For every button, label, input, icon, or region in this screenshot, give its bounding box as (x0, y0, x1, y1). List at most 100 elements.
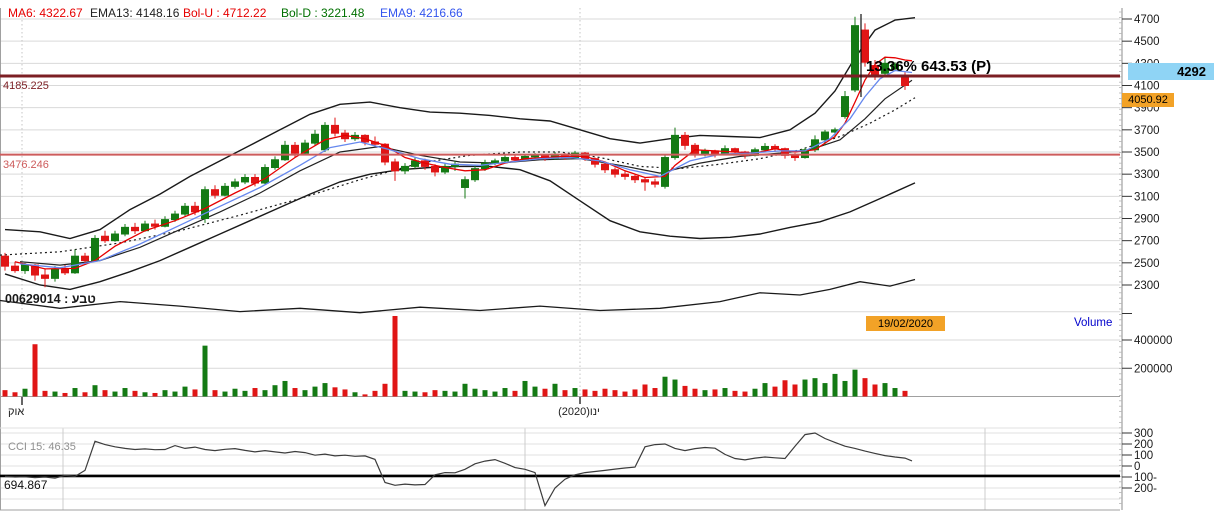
candle-body (311, 133, 319, 144)
volume-bar (612, 390, 618, 397)
volume-bar (692, 388, 698, 397)
volume-bar (62, 392, 68, 397)
volume-bar (892, 388, 898, 397)
volume-bar (132, 390, 138, 397)
volume-bar (42, 390, 48, 397)
cci-line (4, 432, 913, 508)
price-tick-label: 4500 (1134, 36, 1160, 48)
volume-bar (192, 389, 198, 397)
candle-body (441, 165, 449, 173)
alert-line-label-3476[interactable]: 3476.246 (3, 159, 49, 171)
candle-body (511, 157, 519, 161)
volume-panel-label: Volume (1074, 317, 1113, 329)
volume-bar (172, 391, 178, 397)
alert-line-label-4185[interactable]: 4185.225 (3, 80, 49, 92)
volume-bar (372, 390, 378, 397)
volume-bar (72, 388, 78, 397)
volume-bar (122, 388, 128, 397)
legend-ema9-text: EMA9: 4216.66 (380, 6, 463, 20)
volume-bar (482, 390, 488, 397)
volume-bar (422, 392, 428, 397)
candle-body (171, 213, 179, 221)
candle-body (601, 163, 609, 171)
candle-body (211, 189, 219, 196)
change-annotation: 13.36% 643.53 (P) (866, 58, 992, 75)
series-MA6 (14, 56, 913, 270)
volume-bar (292, 388, 298, 397)
legend-item-bold: Bol-D : 3221.48 (281, 4, 364, 22)
volume-bar (252, 388, 258, 397)
x-axis-label-jan2020: ינו(2020) (558, 406, 600, 418)
volume-bar (282, 380, 288, 397)
volume-bar (512, 390, 518, 397)
price-tick-label: 3300 (1134, 169, 1160, 181)
volume-bar (532, 386, 538, 397)
volume-bar (202, 345, 208, 397)
date-badge: 19/02/2020 (866, 316, 945, 331)
volume-bar (392, 315, 398, 397)
volume-bar (182, 386, 188, 397)
volume-bar (832, 373, 838, 397)
series-lower-band-far (0, 278, 916, 314)
candle-body (761, 145, 769, 151)
volume-bar (542, 388, 548, 397)
candle-body (501, 157, 509, 162)
cci-tick-label: 100- (1134, 472, 1157, 484)
candle-body (901, 77, 909, 87)
volume-bar (472, 388, 478, 397)
candle-body (291, 144, 299, 154)
volume-bar (552, 383, 558, 397)
volume-bar (662, 376, 668, 397)
x-axis-label-oct: אוק (8, 406, 25, 418)
volume-bar (452, 391, 458, 397)
price-tick-label: 3500 (1134, 147, 1160, 159)
candle-body (851, 25, 859, 91)
cci-tick-label: 100 (1134, 450, 1153, 462)
candle-body (51, 268, 59, 279)
price-tick-label: 2500 (1134, 258, 1160, 270)
volume-bar (582, 389, 588, 397)
legend-ma6-text: MA6: 4322.67 (8, 6, 83, 20)
volume-bar (802, 379, 808, 397)
volume-bar (642, 384, 648, 397)
candle-body (681, 134, 689, 146)
volume-bar (102, 390, 108, 397)
volume-bar (682, 385, 688, 397)
candle-body (261, 167, 269, 184)
candle-body (61, 268, 69, 274)
volume-bar (792, 384, 798, 397)
cci-panel-label: CCI 15: 46.35 (8, 441, 76, 453)
legend-item-ema9: EMA9: 4216.66 (380, 4, 463, 22)
legend-item-bolu: Bol-U : 4712.22 (183, 4, 266, 22)
volume-bar (562, 390, 568, 397)
candle-body (821, 131, 829, 141)
volume-bar (382, 383, 388, 397)
candle-body (81, 255, 89, 262)
candle-body (21, 264, 29, 272)
legend-item-ema13: EMA13: 4148.16 (90, 4, 179, 22)
volume-bar (212, 390, 218, 397)
volume-bar (752, 388, 758, 397)
candle-body (481, 162, 489, 170)
volume-bar (622, 391, 628, 397)
candle-body (461, 179, 469, 188)
candle-body (111, 233, 119, 242)
series-Bol-U (4, 17, 916, 240)
volume-bar (722, 388, 728, 397)
candle-body (791, 154, 799, 159)
cci-tick-label: 0 (1134, 461, 1140, 473)
volume-bar (312, 386, 318, 397)
legend-bolu-text: Bol-U : 4712.22 (183, 6, 267, 20)
volume-bar (812, 378, 818, 397)
volume-bar (852, 369, 858, 397)
volume-bar (222, 391, 228, 397)
series-long-MA-dotted (0, 97, 916, 256)
candle-body (321, 124, 329, 151)
volume-bar (242, 390, 248, 397)
candle-body (1, 255, 9, 267)
candle-body (131, 226, 139, 232)
candle-body (671, 134, 679, 159)
volume-bar (402, 390, 408, 397)
